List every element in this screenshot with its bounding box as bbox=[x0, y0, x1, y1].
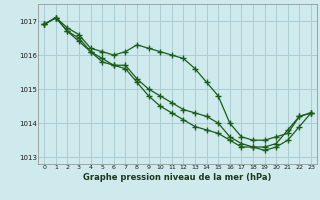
X-axis label: Graphe pression niveau de la mer (hPa): Graphe pression niveau de la mer (hPa) bbox=[84, 173, 272, 182]
